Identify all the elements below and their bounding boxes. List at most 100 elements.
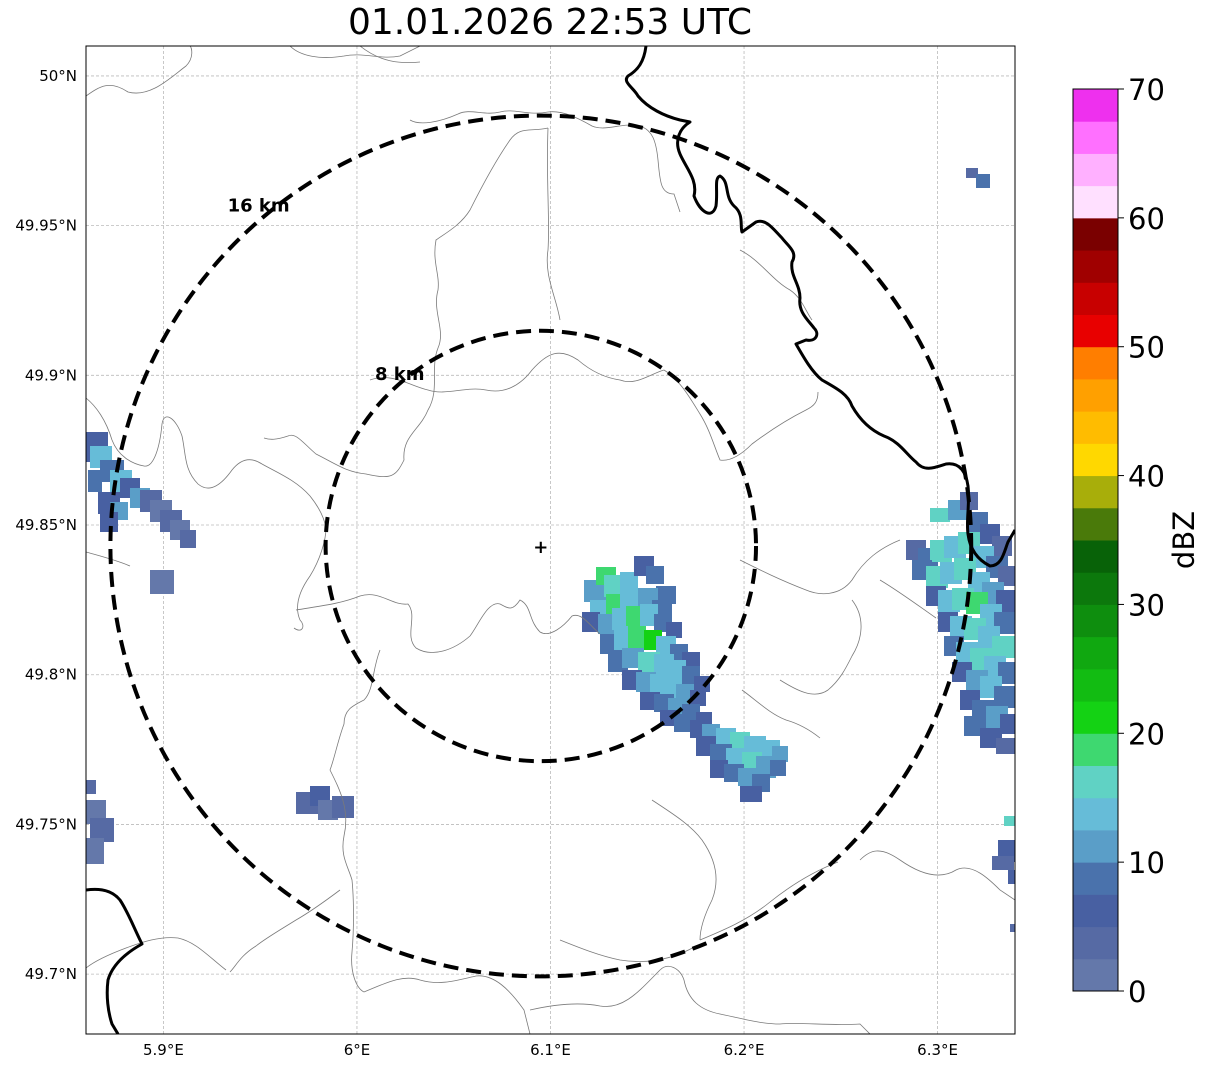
admin-boundary bbox=[329, 769, 365, 993]
colorbar-swatch bbox=[1073, 636, 1118, 670]
admin-boundary bbox=[741, 689, 821, 739]
lon-tick-label: 6.3°E bbox=[917, 1041, 958, 1059]
echo-cell bbox=[86, 838, 104, 864]
echo-cell bbox=[1000, 714, 1015, 734]
echo-cell bbox=[628, 626, 646, 648]
admin-boundary bbox=[359, 46, 421, 64]
colorbar-swatch bbox=[1073, 217, 1118, 251]
range-ring-labels: 8 km 16 km bbox=[228, 196, 425, 385]
lat-tick-label: 49.7°N bbox=[25, 965, 77, 983]
lat-tick-label: 49.75°N bbox=[15, 815, 77, 833]
echo-cell bbox=[992, 636, 1015, 658]
national-border bbox=[86, 887, 144, 1034]
echo-cell bbox=[88, 470, 102, 492]
echo-cell bbox=[998, 566, 1015, 586]
echo-cell bbox=[694, 676, 710, 692]
echo-cell bbox=[180, 530, 196, 548]
colorbar-swatch bbox=[1073, 282, 1118, 315]
admin-boundary bbox=[261, 463, 327, 631]
echo-cell bbox=[666, 622, 682, 638]
colorbar-tick-label: 20 bbox=[1128, 717, 1165, 751]
map-frame bbox=[85, 45, 1016, 1035]
lat-tick-label: 49.9°N bbox=[25, 366, 77, 384]
admin-boundary bbox=[86, 551, 131, 567]
colorbar-tick-label: 40 bbox=[1128, 460, 1165, 494]
range-ring-label: 16 km bbox=[228, 196, 290, 217]
echo-cell bbox=[690, 690, 706, 706]
colorbar-swatch bbox=[1073, 765, 1118, 799]
colorbar-swatch bbox=[1073, 604, 1118, 638]
echo-cell bbox=[976, 174, 990, 188]
echo-cell bbox=[740, 786, 762, 802]
echo-cell bbox=[994, 686, 1015, 708]
echo-cell bbox=[996, 738, 1015, 754]
echo-cell bbox=[620, 572, 638, 592]
colorbar-tick-label: 30 bbox=[1128, 588, 1165, 622]
colorbar-swatch bbox=[1073, 153, 1118, 187]
echo-cell bbox=[998, 662, 1015, 684]
admin-boundary bbox=[295, 594, 601, 653]
admin-boundary bbox=[529, 966, 871, 1034]
echo-cell bbox=[584, 580, 606, 602]
echo-cell bbox=[682, 652, 700, 668]
map-background bbox=[86, 46, 1015, 1034]
colorbar-swatch bbox=[1073, 894, 1118, 928]
range-ring-8km bbox=[323, 328, 759, 764]
axis-tick-labels: 5.9°E 6°E 6.1°E 6.2°E 6.3°E 50°N 49.95°N 49.9°N… bbox=[15, 67, 958, 1059]
lat-tick-label: 49.8°N bbox=[25, 666, 77, 684]
admin-boundary bbox=[86, 397, 263, 489]
echo-cell bbox=[1004, 816, 1015, 826]
echo-cell bbox=[770, 760, 786, 776]
admin-boundary bbox=[263, 127, 549, 477]
colorbar-swatch bbox=[1073, 378, 1118, 412]
colorbar-tick-label: 0 bbox=[1128, 975, 1146, 1009]
admin-boundary bbox=[779, 599, 862, 695]
echo-cell bbox=[332, 796, 354, 818]
admin-boundary bbox=[363, 975, 531, 1034]
echo-cell bbox=[710, 760, 728, 778]
colorbar-swatch bbox=[1073, 346, 1118, 380]
admin-boundary bbox=[651, 799, 717, 941]
colorbar-swatch bbox=[1073, 862, 1118, 895]
radar-site-plus-icon: + bbox=[533, 537, 548, 558]
colorbar-frame bbox=[1072, 88, 1119, 992]
echo-cell bbox=[676, 684, 694, 702]
map-title: 01.01.2026 22:53 UTC bbox=[347, 2, 753, 43]
colorbar-swatch bbox=[1073, 89, 1118, 122]
colorbar-swatch bbox=[1073, 926, 1118, 960]
colorbar-swatch bbox=[1073, 443, 1118, 477]
echo-cell bbox=[150, 570, 174, 594]
admin-boundary bbox=[859, 850, 1015, 901]
admin-boundary bbox=[663, 369, 819, 461]
range-rings bbox=[108, 113, 974, 979]
colorbar-swatch bbox=[1073, 185, 1118, 219]
reflectivity-echoes bbox=[86, 168, 1015, 932]
admin-boundary bbox=[289, 46, 421, 58]
colorbar-swatch bbox=[1073, 540, 1118, 573]
colorbar-tick-label: 50 bbox=[1128, 331, 1165, 365]
colorbar-swatch bbox=[1073, 701, 1118, 734]
range-ring-label: 8 km bbox=[375, 364, 425, 385]
lon-tick-label: 6.2°E bbox=[724, 1041, 765, 1059]
echo-cell bbox=[738, 768, 756, 786]
echo-cell bbox=[86, 780, 96, 794]
admin-boundary bbox=[739, 249, 813, 321]
admin-boundary bbox=[369, 352, 665, 393]
admin-boundary bbox=[879, 579, 937, 619]
colorbar-swatch bbox=[1073, 668, 1118, 702]
colorbar-label: dBZ bbox=[1167, 511, 1201, 569]
echo-cell bbox=[646, 566, 664, 584]
colorbar-tick-label: 70 bbox=[1128, 73, 1165, 107]
admin-boundary bbox=[86, 937, 227, 971]
admin-boundary bbox=[699, 861, 839, 941]
admin-boundary bbox=[739, 539, 901, 595]
echo-cell bbox=[668, 660, 686, 680]
colorbar-swatch bbox=[1073, 572, 1118, 605]
lat-tick-label: 49.85°N bbox=[15, 516, 77, 534]
admin-boundary bbox=[86, 46, 193, 97]
colorbar-tick-label: 10 bbox=[1128, 846, 1165, 880]
colorbar-swatch bbox=[1073, 797, 1118, 831]
lon-tick-label: 6°E bbox=[344, 1041, 371, 1059]
echo-cell bbox=[930, 508, 950, 522]
